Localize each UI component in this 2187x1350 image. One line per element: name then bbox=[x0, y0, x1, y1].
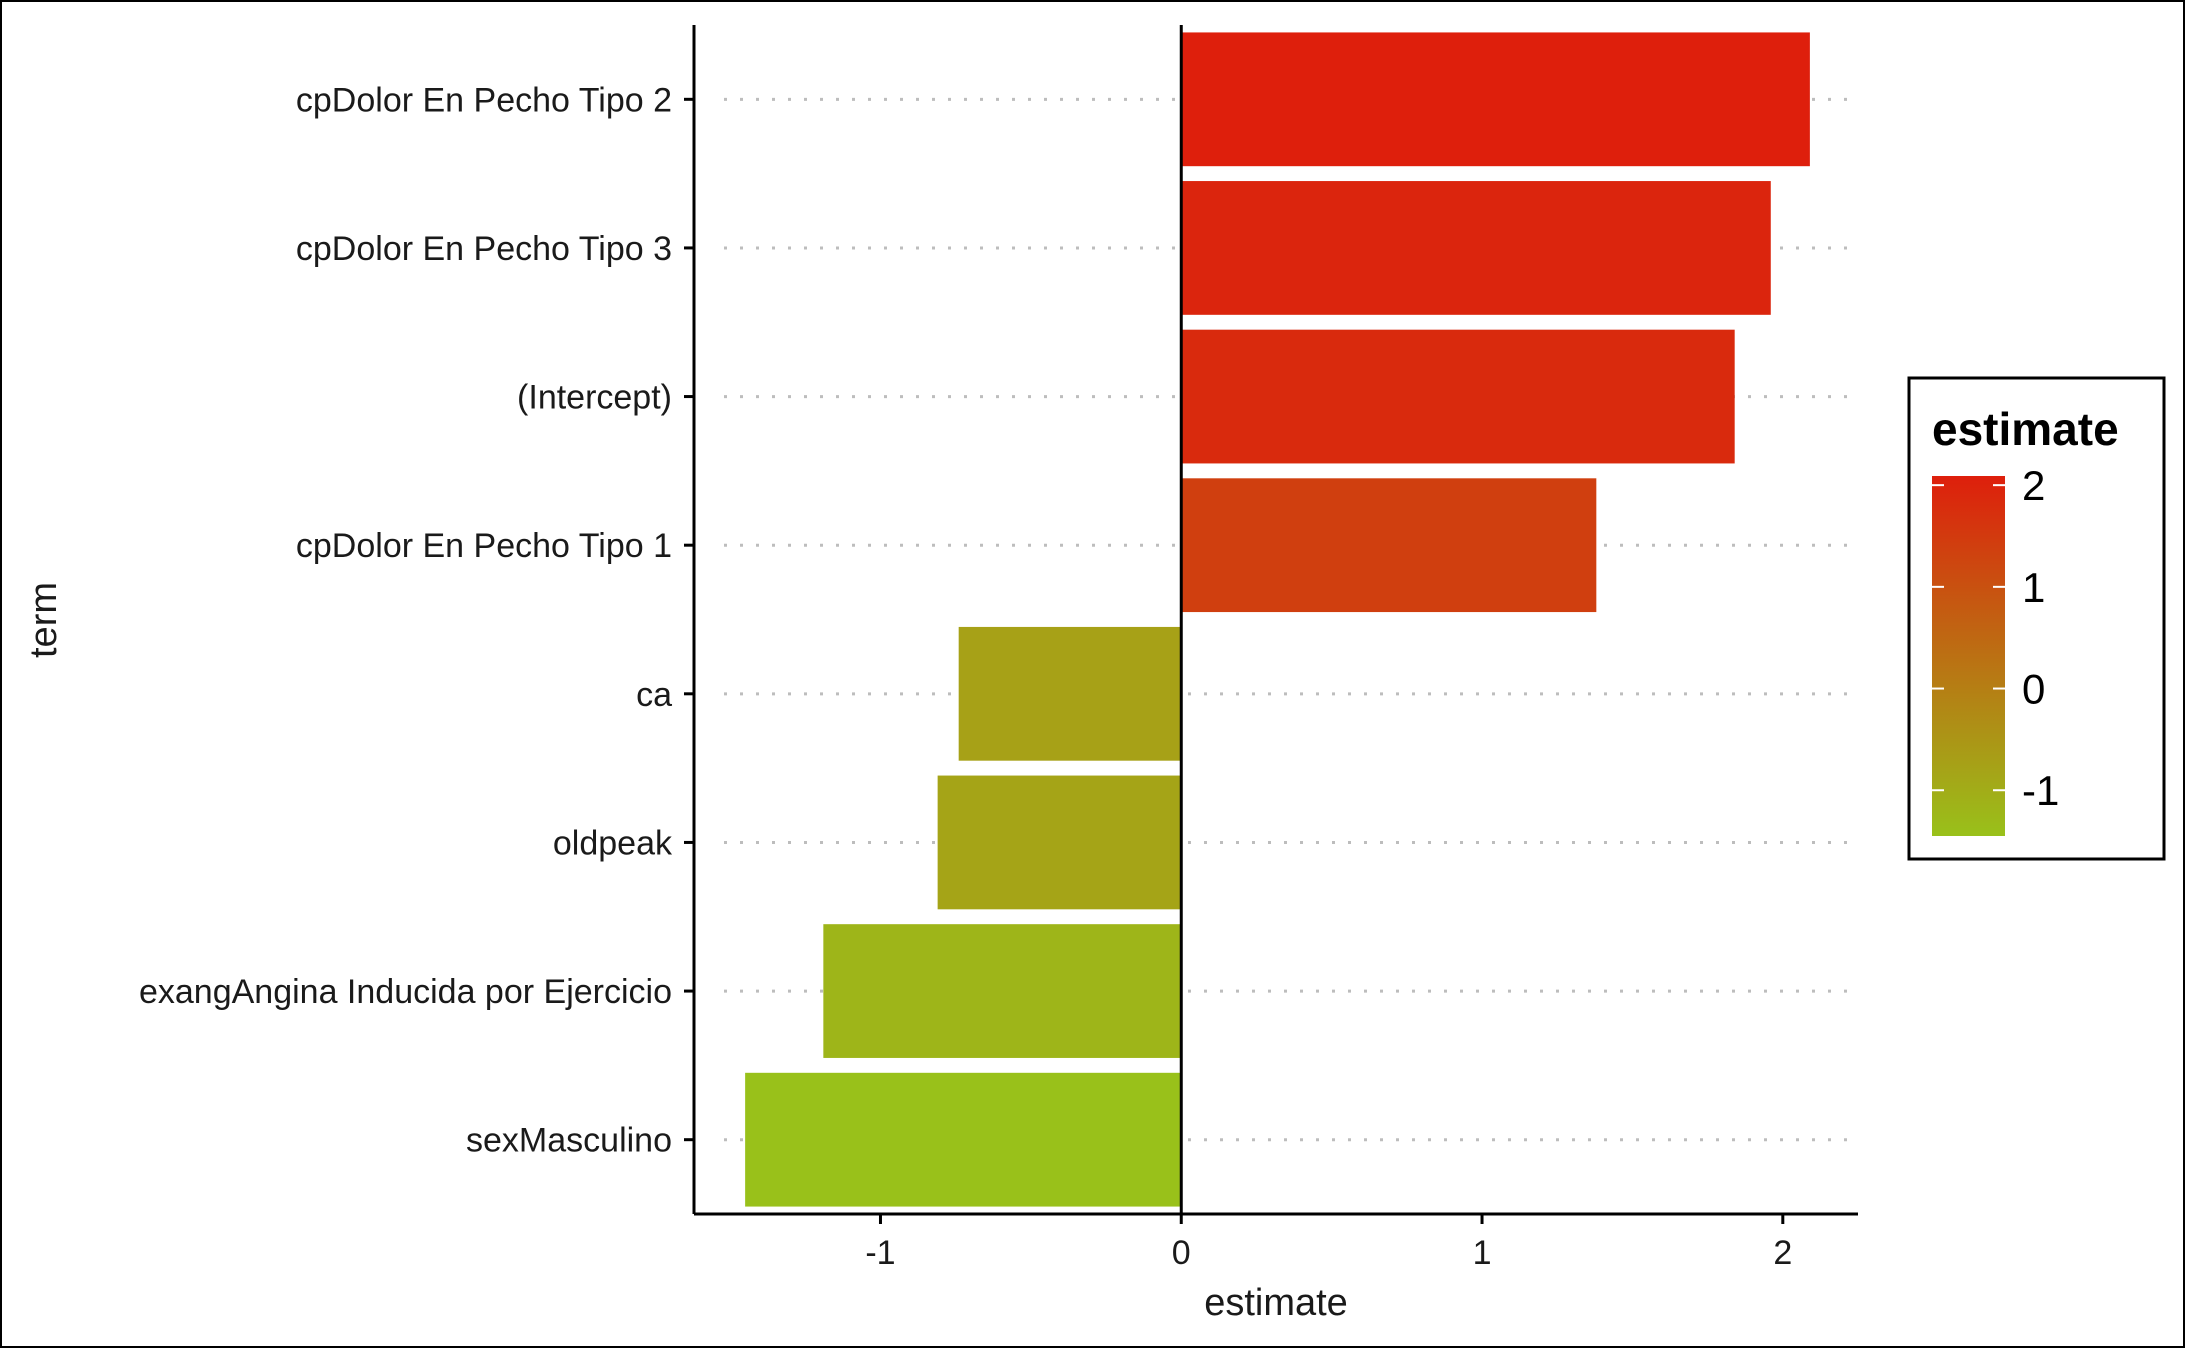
bar bbox=[1181, 181, 1771, 315]
y-tick-label: oldpeak bbox=[553, 824, 673, 862]
legend-tick-label: 0 bbox=[2022, 666, 2045, 713]
y-tick-label: sexMasculino bbox=[466, 1122, 672, 1160]
bar bbox=[1181, 32, 1810, 167]
axes bbox=[684, 25, 1858, 1224]
legend-tick-label: -1 bbox=[2022, 767, 2059, 814]
y-tick-label: cpDolor En Pecho Tipo 1 bbox=[296, 527, 672, 565]
bar bbox=[745, 1072, 1182, 1207]
bar bbox=[1181, 329, 1735, 464]
legend-tick-label: 1 bbox=[2022, 564, 2045, 611]
legend-ticks: 2 1 0 -1 bbox=[1932, 462, 2059, 814]
bar bbox=[958, 626, 1182, 761]
bar bbox=[1181, 478, 1597, 613]
x-tick-labels: -1 0 1 2 bbox=[865, 1234, 1792, 1272]
x-tick-label: 0 bbox=[1172, 1234, 1191, 1272]
bars bbox=[745, 32, 1810, 1207]
y-tick-label: cpDolor En Pecho Tipo 2 bbox=[296, 81, 672, 119]
legend: estimate 2 1 0 -1 bbox=[1907, 376, 2166, 861]
y-tick-label: exangAngina Inducida por Ejercicio bbox=[139, 973, 672, 1011]
legend-colorbar bbox=[1932, 476, 2005, 836]
x-tick-label: 2 bbox=[1773, 1234, 1792, 1272]
bar bbox=[823, 924, 1182, 1058]
y-tick-labels: cpDolor En Pecho Tipo 2 cpDolor En Pecho … bbox=[139, 81, 673, 1159]
x-tick-label: -1 bbox=[865, 1234, 895, 1272]
legend-tick-label: 2 bbox=[2022, 462, 2045, 509]
bar bbox=[937, 775, 1182, 910]
x-tick-label: 1 bbox=[1473, 1234, 1492, 1272]
y-axis-title: term bbox=[23, 582, 65, 658]
x-axis-title: estimate bbox=[1204, 1282, 1348, 1324]
y-tick-label: (Intercept) bbox=[517, 379, 672, 417]
y-tick-label: cpDolor En Pecho Tipo 3 bbox=[296, 230, 672, 268]
legend-title: estimate bbox=[1932, 403, 2119, 455]
y-tick-label: ca bbox=[636, 676, 672, 714]
